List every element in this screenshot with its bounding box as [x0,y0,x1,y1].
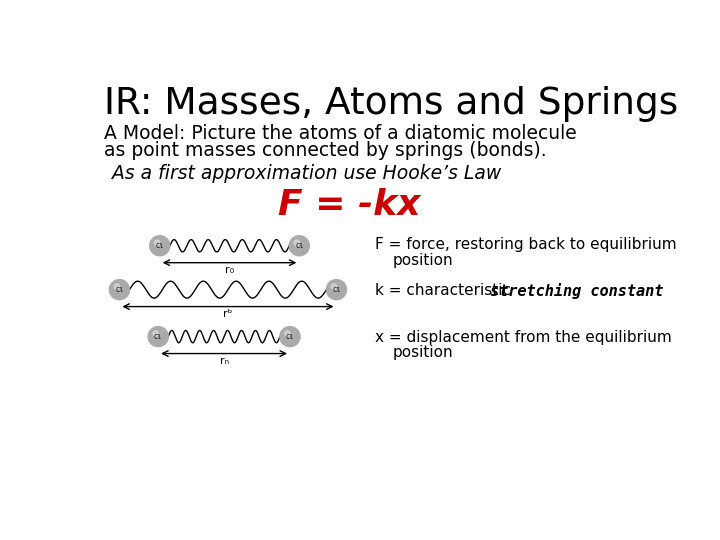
Text: F = -kx: F = -kx [277,188,420,222]
Text: F = force, restoring back to equilibrium: F = force, restoring back to equilibrium [375,237,677,252]
Text: Cl: Cl [154,334,163,340]
Circle shape [109,280,130,300]
Text: as point masses connected by springs (bonds).: as point masses connected by springs (bo… [104,141,546,160]
Circle shape [294,240,300,246]
Text: r₀: r₀ [225,265,234,275]
Circle shape [326,280,346,300]
Text: A Model: Picture the atoms of a diatomic molecule: A Model: Picture the atoms of a diatomic… [104,124,577,143]
Text: Cl: Cl [295,243,304,249]
Text: x = displacement from the equilibrium: x = displacement from the equilibrium [375,330,672,345]
Text: position: position [392,345,453,360]
Circle shape [153,331,158,336]
Text: rᵇ: rᵇ [223,309,233,319]
Circle shape [289,236,310,256]
Text: rₙ: rₙ [220,356,229,366]
Text: position: position [392,253,453,268]
Text: Cl: Cl [286,334,294,340]
Text: stretching constant: stretching constant [490,283,663,299]
Text: Cl: Cl [332,287,341,293]
Circle shape [284,331,290,336]
Circle shape [114,284,120,289]
Text: k = characteristic: k = characteristic [375,283,516,298]
Text: Cl: Cl [115,287,124,293]
Circle shape [331,284,337,289]
Text: As a first approximation use Hooke’s Law: As a first approximation use Hooke’s Law [112,164,501,183]
Text: IR: Masses, Atoms and Springs: IR: Masses, Atoms and Springs [104,86,678,123]
Circle shape [154,240,160,246]
Circle shape [150,236,170,256]
Circle shape [280,327,300,347]
Circle shape [148,327,168,347]
Text: Cl: Cl [156,243,164,249]
